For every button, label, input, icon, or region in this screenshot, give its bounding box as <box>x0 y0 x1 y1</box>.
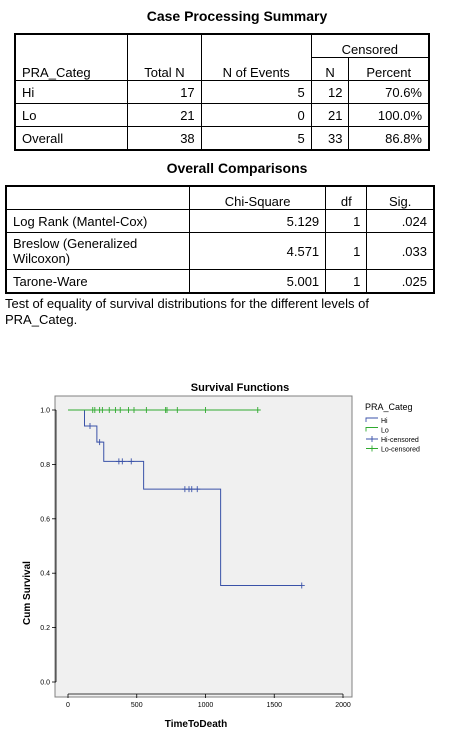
cell-percent: 70.6% <box>348 80 430 104</box>
row-label: Lo <box>14 103 129 127</box>
series-lo-censored-mark <box>131 407 137 413</box>
cell-df: 1 <box>325 232 368 270</box>
header-n-events: N of Events <box>200 33 312 81</box>
x-tick-label: 2000 <box>335 702 351 709</box>
plot-area <box>54 395 353 698</box>
header-sig: Sig. <box>366 185 435 210</box>
legend-title: PRA_Categ <box>365 402 413 412</box>
overall-comparisons-title: Overall Comparisons <box>166 160 308 176</box>
header-blank <box>6 186 190 210</box>
y-tick-label: 0.2 <box>40 625 50 632</box>
header-total-n: Total N <box>127 33 202 81</box>
series-hi-censored-mark <box>188 486 195 493</box>
x-tick-label: 1500 <box>266 702 282 709</box>
header-censored-n: N <box>310 57 350 81</box>
cell-total-n: 17 <box>127 80 202 104</box>
cell-n-events: 5 <box>200 126 312 151</box>
axes: 0 500 1000 1500 2000 0.0 0.2 0.4 0.6 0.8 1.0 <box>40 408 351 710</box>
legend-swatch <box>365 417 378 422</box>
series-hi-censored-mark <box>119 458 126 465</box>
series-hi-line <box>68 409 302 586</box>
cell-chi-square: 5.001 <box>188 269 327 294</box>
cell-sig: .025 <box>366 269 435 294</box>
x-axis-label: TimeToDeath <box>165 719 227 730</box>
y-axis-label: Cum Survival <box>22 561 33 625</box>
legend-swatch <box>366 445 378 452</box>
x-tick-label: 500 <box>131 702 143 709</box>
y-tick-label: 0.6 <box>40 516 50 523</box>
series-hi-censored-mark <box>96 439 103 446</box>
overall-comparisons-table: Chi-Square df Sig. Log Rank (Mantel-Cox)… <box>5 185 435 294</box>
cell-df: 1 <box>325 209 368 233</box>
series-lo-censored-mark <box>254 407 261 413</box>
row-label: Tarone-Ware <box>5 269 190 294</box>
cell-n-events: 0 <box>200 103 312 127</box>
header-df: df <box>325 185 368 210</box>
cell-sig: .024 <box>366 209 435 233</box>
survival-curves <box>68 407 305 589</box>
header-chi-square: Chi-Square <box>188 185 327 210</box>
cell-total-n: 21 <box>127 103 202 127</box>
x-tick-label: 0 <box>66 702 70 709</box>
y-tick-label: 0.4 <box>40 571 50 578</box>
chart-title: Survival Functions <box>191 382 289 394</box>
row-label: Log Rank (Mantel-Cox) <box>5 209 190 233</box>
header-censored: Censored <box>310 33 430 58</box>
legend: PRA_Categ Hi Lo Hi-censored Lo-censored <box>365 402 420 454</box>
series-lo-censored-mark <box>99 407 106 413</box>
y-tick-label: 1.0 <box>40 408 50 415</box>
series-lo-censored-mark <box>106 407 113 413</box>
series-hi-censored-mark <box>298 582 305 589</box>
legend-item-label: Lo-censored <box>381 447 420 454</box>
cell-percent: 100.0% <box>348 103 430 127</box>
legend-swatch <box>365 427 378 432</box>
cell-sig: .033 <box>366 232 435 270</box>
cell-n-events: 5 <box>200 80 312 104</box>
row-label: Overall <box>14 126 129 151</box>
header-category: PRA_Categ <box>14 34 129 81</box>
cell-df: 1 <box>325 269 368 294</box>
survival-chart: Survival Functions 0 500 1000 1500 2000 0.0 0.… <box>22 382 420 730</box>
cell-chi-square: 4.571 <box>188 232 327 270</box>
row-label: Hi <box>14 80 129 104</box>
x-tick-label: 1000 <box>198 702 214 709</box>
series-hi-censored-mark <box>128 458 135 465</box>
legend-item-label: Lo <box>381 428 389 435</box>
legend-item-label: Hi-censored <box>381 437 419 444</box>
cell-censored-n: 12 <box>310 80 350 104</box>
case-summary-title: Case Processing Summary <box>146 8 328 24</box>
series-lo-censored-mark <box>164 407 170 413</box>
series-lo-censored-mark <box>125 407 132 413</box>
cell-percent: 86.8% <box>348 126 430 151</box>
series-lo-censored-mark <box>202 407 209 413</box>
comparison-note: Test of equality of survival distributio… <box>5 296 369 327</box>
series-hi-censored-mark <box>87 423 93 430</box>
series-hi-censored-mark <box>194 486 201 493</box>
row-label: Breslow (Generalized Wilcoxon) <box>5 232 190 270</box>
series-lo-censored-mark <box>117 407 124 413</box>
series-lo-censored-mark <box>143 407 150 413</box>
cell-censored-n: 21 <box>310 103 350 127</box>
y-tick-label: 0.0 <box>40 680 50 687</box>
cell-total-n: 38 <box>127 126 202 151</box>
y-tick-label: 0.8 <box>40 462 50 469</box>
legend-item-label: Hi <box>381 418 388 425</box>
series-lo-censored-mark <box>174 407 181 413</box>
legend-swatch <box>366 436 378 442</box>
case-summary-table: PRA_Categ Total N N of Events Censored N… <box>14 33 430 151</box>
header-percent: Percent <box>348 57 430 81</box>
cell-chi-square: 5.129 <box>188 209 327 233</box>
cell-censored-n: 33 <box>310 126 350 151</box>
